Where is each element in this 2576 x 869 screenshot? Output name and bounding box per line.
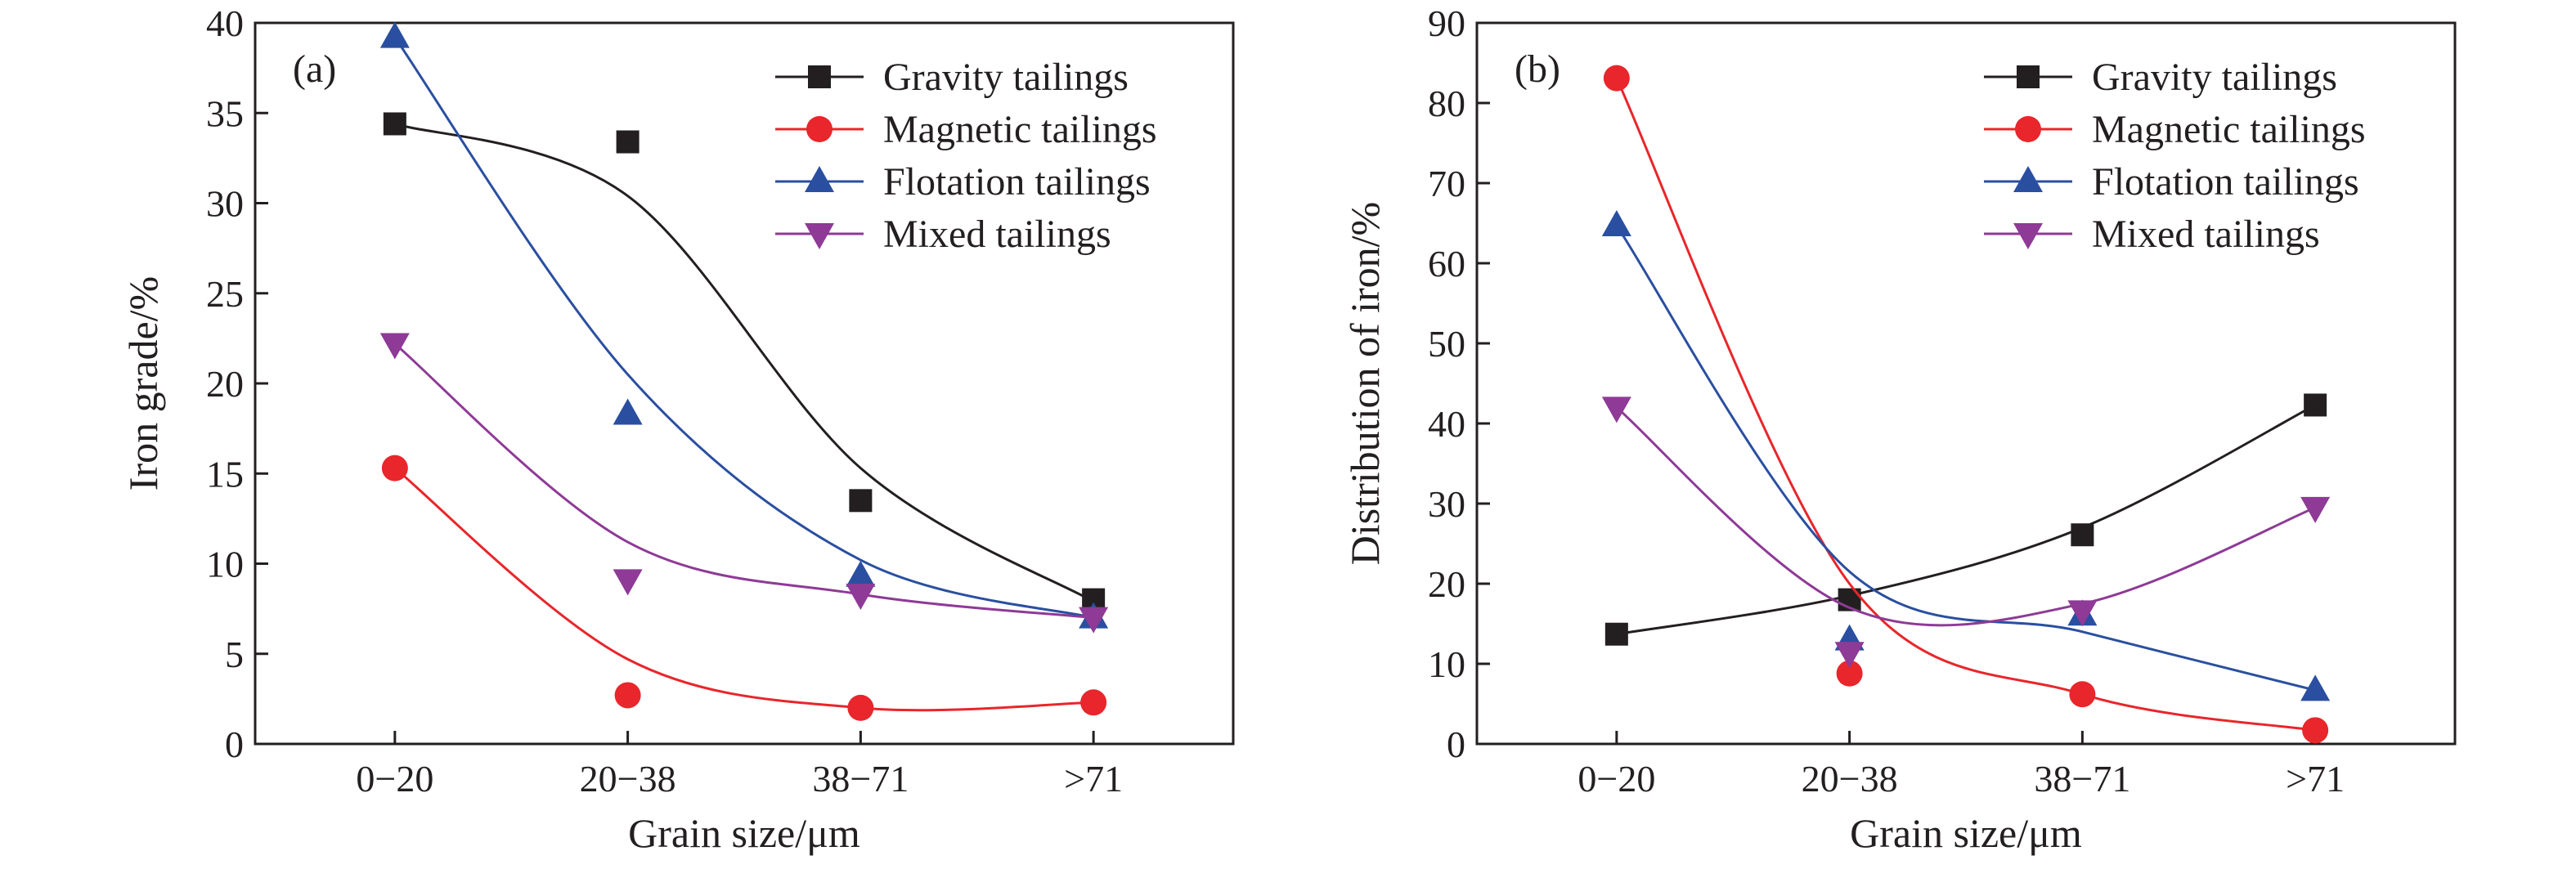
y-tick-label: 20 — [206, 363, 244, 405]
x-tick-label: 38−71 — [2034, 758, 2130, 800]
panel-label: (a) — [293, 47, 336, 91]
y-axis-label: Iron grade/% — [120, 276, 166, 490]
y-tick-label: 40 — [206, 2, 244, 44]
series-magnetic-tailings — [381, 455, 1107, 721]
data-point — [1836, 660, 1863, 687]
y-tick-label: 50 — [1428, 323, 1465, 365]
data-point — [2304, 393, 2327, 417]
y-tick-label: 30 — [206, 183, 244, 225]
series-curve — [393, 36, 1094, 620]
legend-marker — [805, 223, 834, 249]
series-magnetic-tailings — [1603, 65, 2329, 744]
y-tick-label: 10 — [206, 544, 244, 585]
y-tick-label: 15 — [206, 453, 244, 495]
data-point — [1601, 209, 1631, 236]
data-point — [613, 569, 643, 596]
y-tick-label: 25 — [206, 273, 244, 315]
y-tick-label: 90 — [1428, 2, 1465, 44]
data-point — [614, 682, 641, 709]
data-point — [381, 455, 408, 482]
x-tick-label: 20−38 — [1802, 758, 1898, 800]
y-tick-label: 20 — [1428, 563, 1465, 605]
x-tick-label: >71 — [2286, 758, 2345, 800]
data-point — [1601, 396, 1631, 423]
legend: Gravity tailings Magnetic tailings Flotati… — [775, 56, 1157, 256]
legend-marker — [2013, 223, 2043, 249]
data-point — [379, 21, 410, 48]
series-curve — [1615, 77, 2316, 732]
legend-entry: Gravity tailings — [883, 56, 1129, 99]
data-point — [846, 560, 876, 587]
y-tick-label: 30 — [1428, 483, 1465, 525]
legend-marker — [2015, 116, 2041, 142]
data-point — [2069, 681, 2096, 708]
data-point — [379, 333, 410, 360]
series-curve — [393, 467, 1094, 712]
series-gravity-tailings — [1604, 393, 2327, 646]
legend-entry: Mixed tailings — [883, 213, 1111, 256]
data-point — [849, 489, 873, 513]
y-tick-label: 5 — [225, 634, 244, 675]
data-point — [2067, 600, 2098, 627]
y-tick-label: 80 — [1428, 83, 1465, 124]
series-curve — [1615, 406, 2316, 627]
x-tick-label: 0−20 — [1577, 758, 1655, 800]
series-curve — [1616, 404, 2316, 636]
data-point — [846, 583, 876, 610]
y-tick-label: 60 — [1428, 243, 1465, 284]
x-tick-label: 38−71 — [812, 758, 909, 800]
legend-entry: Mixed tailings — [2092, 213, 2320, 256]
panel-a: 0 5 10 15 20 25 30 35 40 0−20 20−38 38−71 >71 Grain s… — [120, 2, 1235, 856]
y-tick-label: 10 — [1428, 643, 1465, 685]
data-point — [613, 398, 643, 425]
data-point — [2071, 523, 2094, 547]
data-point — [847, 694, 874, 721]
legend-marker — [808, 65, 831, 88]
y-tick-label: 0 — [225, 723, 244, 765]
legend-entry: Flotation tailings — [2092, 160, 2359, 204]
series-mixed-tailings — [1601, 396, 2331, 669]
data-point — [2300, 674, 2331, 701]
plot-frame — [1475, 21, 2457, 746]
legend-entry: Flotation tailings — [883, 160, 1151, 204]
y-axis-label: Distribution of iron/% — [1342, 202, 1388, 565]
legend-entry: Magnetic tailings — [883, 108, 1157, 151]
series-curve — [393, 343, 1094, 620]
legend: Gravity tailings Magnetic tailings Flotati… — [1984, 56, 2366, 256]
legend-marker — [2017, 65, 2040, 88]
y-tick-label: 35 — [206, 92, 244, 134]
series-curve — [394, 123, 1094, 603]
x-tick-label: >71 — [1064, 758, 1123, 800]
legend-entry: Magnetic tailings — [2092, 108, 2366, 151]
y-tick-label: 0 — [1447, 723, 1465, 765]
data-point — [2300, 496, 2331, 523]
legend-marker — [806, 116, 832, 142]
data-point — [383, 112, 406, 136]
data-point — [1079, 607, 1109, 634]
x-axis-label: Grain size/μm — [1850, 810, 2082, 856]
y-tick-label: 40 — [1428, 403, 1465, 445]
legend-entry: Gravity tailings — [2092, 56, 2337, 99]
data-point — [1604, 622, 1628, 646]
legend-marker — [805, 166, 834, 192]
data-point — [2302, 717, 2329, 744]
x-tick-label: 0−20 — [356, 758, 433, 800]
y-tick-label: 70 — [1428, 163, 1465, 204]
data-point — [616, 130, 640, 154]
x-axis-label: Grain size/μm — [628, 810, 860, 856]
x-tick-label: 20−38 — [580, 758, 676, 800]
data-point — [1603, 65, 1630, 92]
data-point — [1080, 689, 1107, 716]
legend-marker — [2013, 166, 2043, 192]
panel-b: 0 10 20 30 40 50 60 70 80 90 0−20 20−38 38−71 >71 Grai… — [1342, 2, 2457, 856]
series-mixed-tailings — [379, 333, 1109, 634]
series-curve — [1615, 225, 2316, 692]
panel-label: (b) — [1515, 47, 1560, 91]
data-point — [1834, 642, 1865, 669]
